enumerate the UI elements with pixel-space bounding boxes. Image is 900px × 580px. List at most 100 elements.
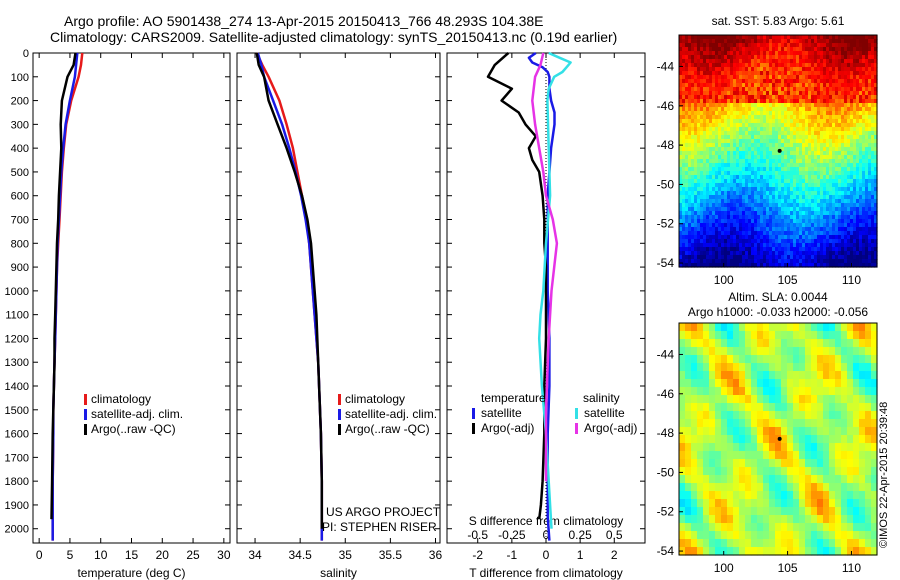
map-cell: [805, 123, 809, 128]
map-cell: [823, 223, 827, 228]
map-cell: [865, 211, 869, 216]
map-cell: [841, 183, 845, 188]
map-cell: [865, 223, 869, 228]
difference-panel: -2 -1 0 1 2T difference from climatology-0.5…: [446, 51, 646, 580]
map-cell: [772, 123, 776, 128]
map-cell: [760, 67, 764, 72]
map-cell: [760, 203, 764, 208]
map-cell: [691, 151, 695, 156]
map-cell: [757, 191, 761, 196]
map-cell: [790, 123, 794, 128]
map-cell: [736, 87, 740, 92]
map-cell: [811, 251, 815, 256]
map-cell: [694, 199, 698, 204]
map-cell: [799, 363, 806, 372]
map-cell: [781, 123, 785, 128]
map-cell: [697, 371, 704, 380]
map-cell: [679, 395, 686, 404]
map-cell: [742, 227, 746, 232]
map-cell: [805, 191, 809, 196]
map-cell: [721, 443, 728, 452]
map-cell: [829, 379, 836, 388]
map-cell: [703, 135, 707, 140]
map-cell: [820, 219, 824, 224]
map-cell: [709, 63, 713, 68]
map-cell: [763, 207, 767, 212]
map-cell: [766, 107, 770, 112]
map-cell: [766, 115, 770, 120]
map-cell: [874, 251, 878, 256]
map-cell: [790, 119, 794, 124]
map-cell: [865, 491, 872, 500]
map-cell: [784, 115, 788, 120]
map-cell: [778, 223, 782, 228]
map-cell: [691, 63, 695, 68]
map-cell: [874, 91, 878, 96]
map-cell: [859, 187, 863, 192]
map-cell: [739, 323, 746, 332]
map-cell: [811, 191, 815, 196]
map-cell: [832, 183, 836, 188]
map-cell: [700, 183, 704, 188]
map-cell: [823, 199, 827, 204]
map-cell: [826, 191, 830, 196]
map-cell: [817, 427, 824, 436]
map-cell: [826, 95, 830, 100]
map-cell: [841, 195, 845, 200]
map-cell: [679, 159, 683, 164]
map-cell: [862, 251, 866, 256]
map-cell: [712, 235, 716, 240]
map-cell: [694, 103, 698, 108]
map-cell: [865, 227, 869, 232]
map-cell: [784, 51, 788, 56]
map-cell: [778, 83, 782, 88]
map-cell: [691, 419, 698, 428]
map-cell: [682, 211, 686, 216]
map-cell: [871, 347, 878, 356]
map-cell: [706, 235, 710, 240]
map-cell: [781, 239, 785, 244]
map-cell: [784, 99, 788, 104]
map-cell: [697, 63, 701, 68]
map-cell: [730, 79, 734, 84]
map-cell: [823, 427, 830, 436]
map-cell: [685, 331, 692, 340]
map-cell: [709, 475, 716, 484]
map-cell: [805, 531, 812, 540]
map-cell: [736, 71, 740, 76]
map-cell: [796, 195, 800, 200]
map-cell: [805, 387, 812, 396]
map-cell: [763, 163, 767, 168]
map-cell: [844, 135, 848, 140]
map-cell: [814, 187, 818, 192]
map-cell: [769, 75, 773, 80]
map-cell: [865, 71, 869, 76]
map-cell: [751, 199, 755, 204]
map-cell: [796, 235, 800, 240]
map-cell: [865, 255, 869, 260]
map-cell: [805, 363, 812, 372]
map-cell: [757, 59, 761, 64]
map-cell: [856, 103, 860, 108]
map-cell: [787, 111, 791, 116]
map-cell: [724, 47, 728, 52]
map-cell: [874, 71, 878, 76]
map-cell: [703, 159, 707, 164]
map-cell: [685, 379, 692, 388]
map-cell: [694, 99, 698, 104]
map-cell: [709, 379, 716, 388]
map-cell: [787, 103, 791, 108]
map-cell: [718, 235, 722, 240]
map-cell: [691, 263, 695, 268]
map-cell: [697, 243, 701, 248]
map-cell: [802, 215, 806, 220]
map-cell: [784, 259, 788, 264]
map-cell: [742, 155, 746, 160]
map-cell: [736, 179, 740, 184]
map-cell: [736, 55, 740, 60]
map-cell: [715, 79, 719, 84]
map-cell: [748, 163, 752, 168]
map-cell: [733, 123, 737, 128]
map-cell: [820, 123, 824, 128]
map-cell: [733, 255, 737, 260]
